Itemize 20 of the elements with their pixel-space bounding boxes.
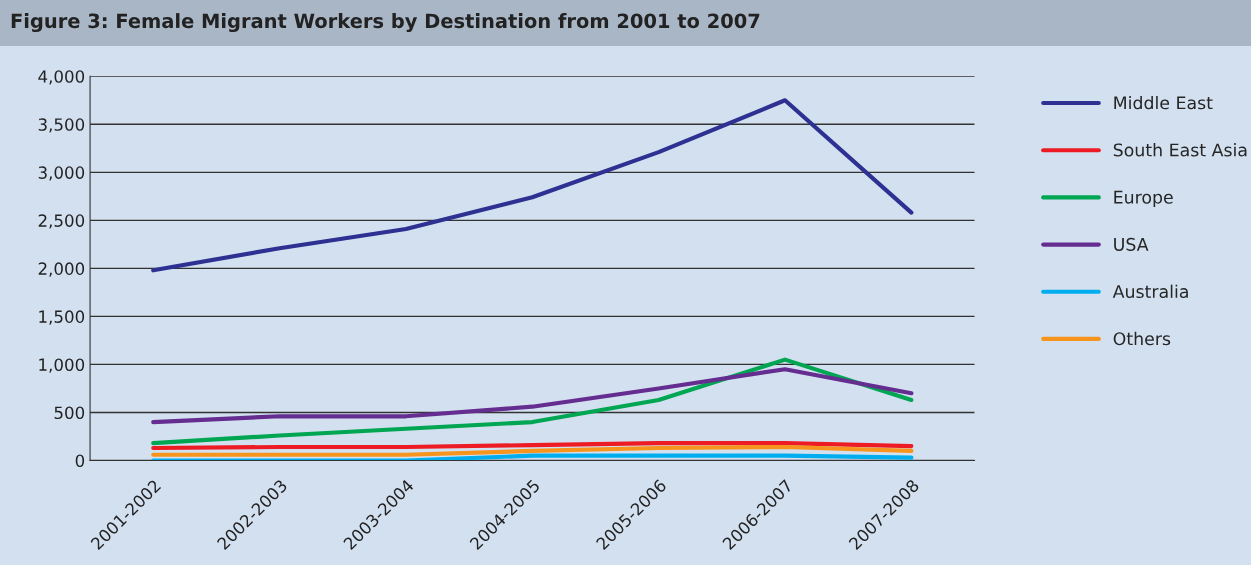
legend-label: Middle East [1114,95,1213,110]
legend-label: Europe [1114,190,1173,208]
y-tick-label: 0 [75,454,85,468]
legend-label: South East Asia [1113,143,1247,157]
y-tick-label: 1,500 [39,310,85,325]
y-tick-label: 2,000 [38,262,85,277]
y-tick-label: 3,000 [38,166,85,181]
line-series [151,367,914,425]
y-tick-label: 1,000 [39,358,85,373]
legend-label: Others [1113,331,1171,346]
legend-label: USA [1114,237,1149,251]
chart-title: Figure 3: Female Migrant Workers by Destination from 2001 to 2007 [11,13,760,33]
y-tick-label: 500 [54,406,85,420]
line-series [151,444,914,457]
line-series [151,98,914,273]
y-tick-label: 3,500 [38,118,85,133]
line-series [151,357,914,446]
y-tick-label: 2,500 [38,214,85,229]
legend-label: Australia [1112,284,1188,299]
y-tick-label: 4,000 [38,70,85,85]
